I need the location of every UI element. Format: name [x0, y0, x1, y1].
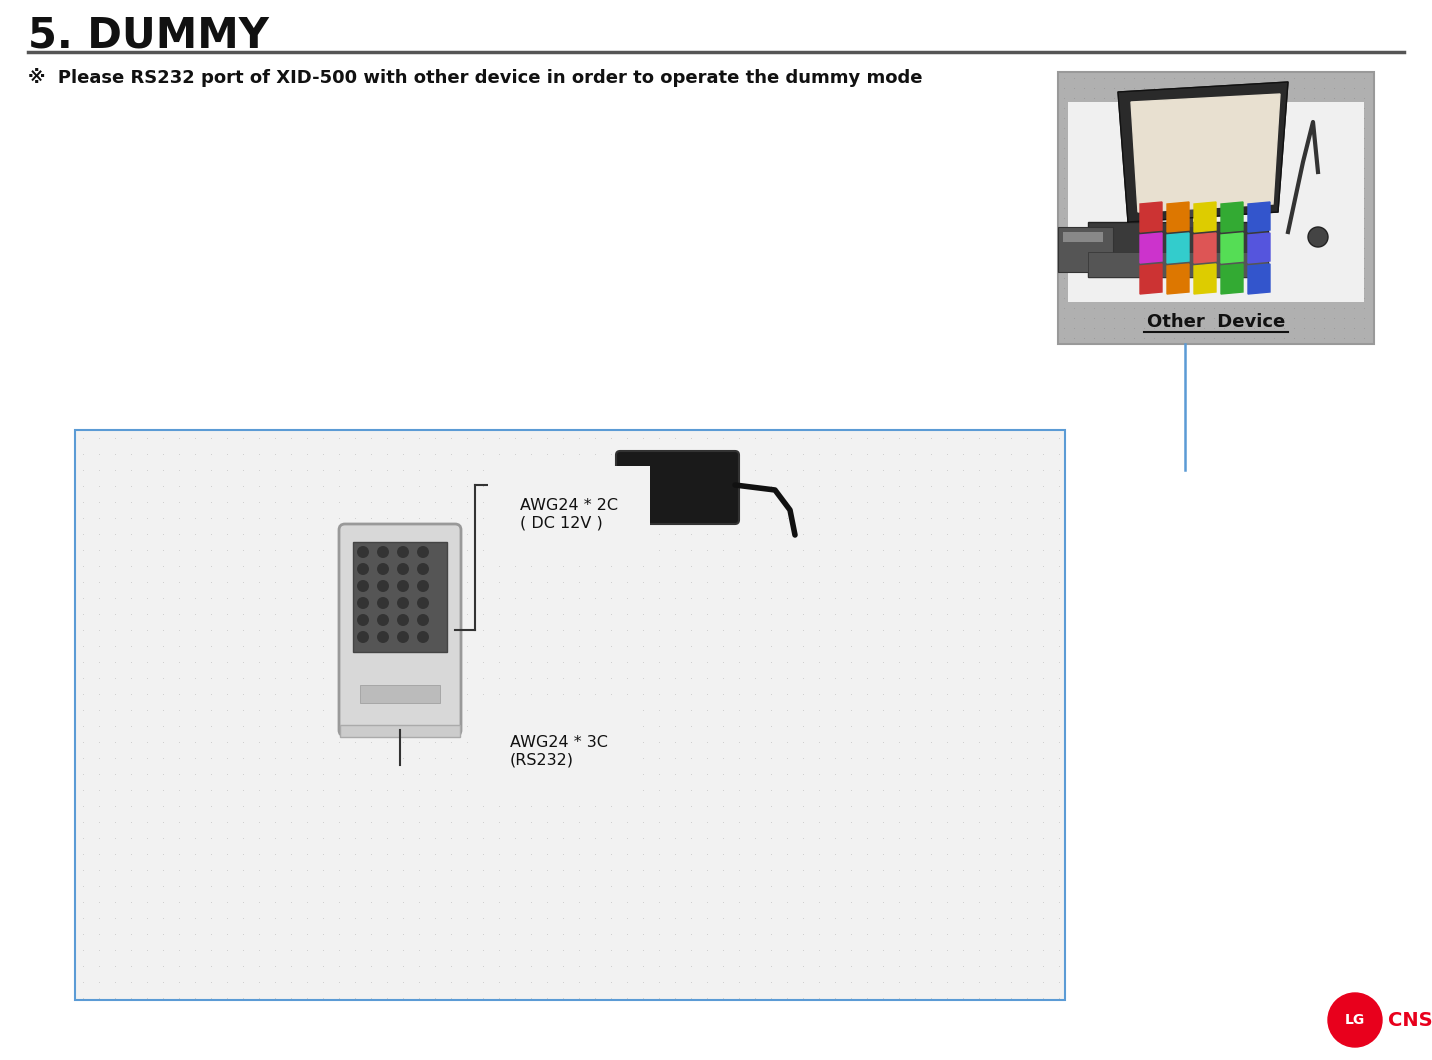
Circle shape [397, 563, 410, 575]
Circle shape [397, 631, 410, 643]
Polygon shape [1221, 202, 1243, 232]
Polygon shape [1118, 82, 1287, 222]
Circle shape [417, 563, 430, 575]
Polygon shape [1249, 233, 1270, 263]
Polygon shape [1140, 202, 1161, 232]
Circle shape [1307, 227, 1327, 247]
Circle shape [1327, 993, 1382, 1047]
Bar [1058, 227, 1113, 272]
Circle shape [397, 580, 410, 591]
Circle shape [377, 546, 390, 558]
Circle shape [574, 481, 581, 489]
Polygon shape [1167, 202, 1189, 232]
Polygon shape [1194, 202, 1216, 232]
Bar [74, 430, 1065, 1000]
Polygon shape [1167, 264, 1189, 294]
Circle shape [377, 580, 390, 591]
Text: AWG24 * 2C
( DC 12V ): AWG24 * 2C ( DC 12V ) [520, 498, 619, 530]
FancyBboxPatch shape [339, 524, 461, 736]
Circle shape [417, 580, 430, 591]
Circle shape [397, 614, 410, 626]
Circle shape [417, 631, 430, 643]
Circle shape [357, 614, 369, 626]
Circle shape [417, 614, 430, 626]
Circle shape [357, 563, 369, 575]
Polygon shape [1194, 264, 1216, 294]
Polygon shape [1221, 233, 1243, 263]
Bar [1088, 252, 1267, 277]
Polygon shape [1140, 233, 1161, 263]
Polygon shape [1249, 264, 1270, 294]
Polygon shape [1140, 264, 1161, 294]
Circle shape [397, 597, 410, 610]
Circle shape [377, 631, 390, 643]
Circle shape [357, 631, 369, 643]
Text: AWG24 * 3C
(RS232): AWG24 * 3C (RS232) [510, 735, 607, 767]
Circle shape [417, 597, 430, 610]
Text: Other  Device: Other Device [1147, 313, 1285, 331]
Text: ※  Please RS232 port of XID-500 with other device in order to operate the dummy : ※ Please RS232 port of XID-500 with othe… [29, 68, 922, 87]
Circle shape [357, 580, 369, 591]
Polygon shape [1221, 264, 1243, 294]
Circle shape [397, 546, 410, 558]
Bar [1068, 102, 1365, 302]
Text: CNS: CNS [1388, 1010, 1432, 1029]
Polygon shape [1249, 202, 1270, 232]
Polygon shape [1131, 94, 1280, 212]
Circle shape [417, 546, 430, 558]
Circle shape [377, 597, 390, 610]
Bar [359, 685, 440, 703]
Bar [1088, 222, 1267, 277]
Text: 5. DUMMY: 5. DUMMY [29, 15, 269, 57]
Bar [339, 725, 460, 737]
Circle shape [357, 546, 369, 558]
Polygon shape [1194, 233, 1216, 263]
Text: LG: LG [1345, 1013, 1365, 1027]
Bar [1058, 72, 1373, 344]
Circle shape [357, 597, 369, 610]
Bar [1063, 232, 1103, 242]
Bar [1179, 202, 1193, 227]
Circle shape [377, 614, 390, 626]
Polygon shape [1167, 233, 1189, 263]
Bar [354, 542, 447, 652]
FancyBboxPatch shape [616, 450, 739, 524]
Circle shape [377, 563, 390, 575]
